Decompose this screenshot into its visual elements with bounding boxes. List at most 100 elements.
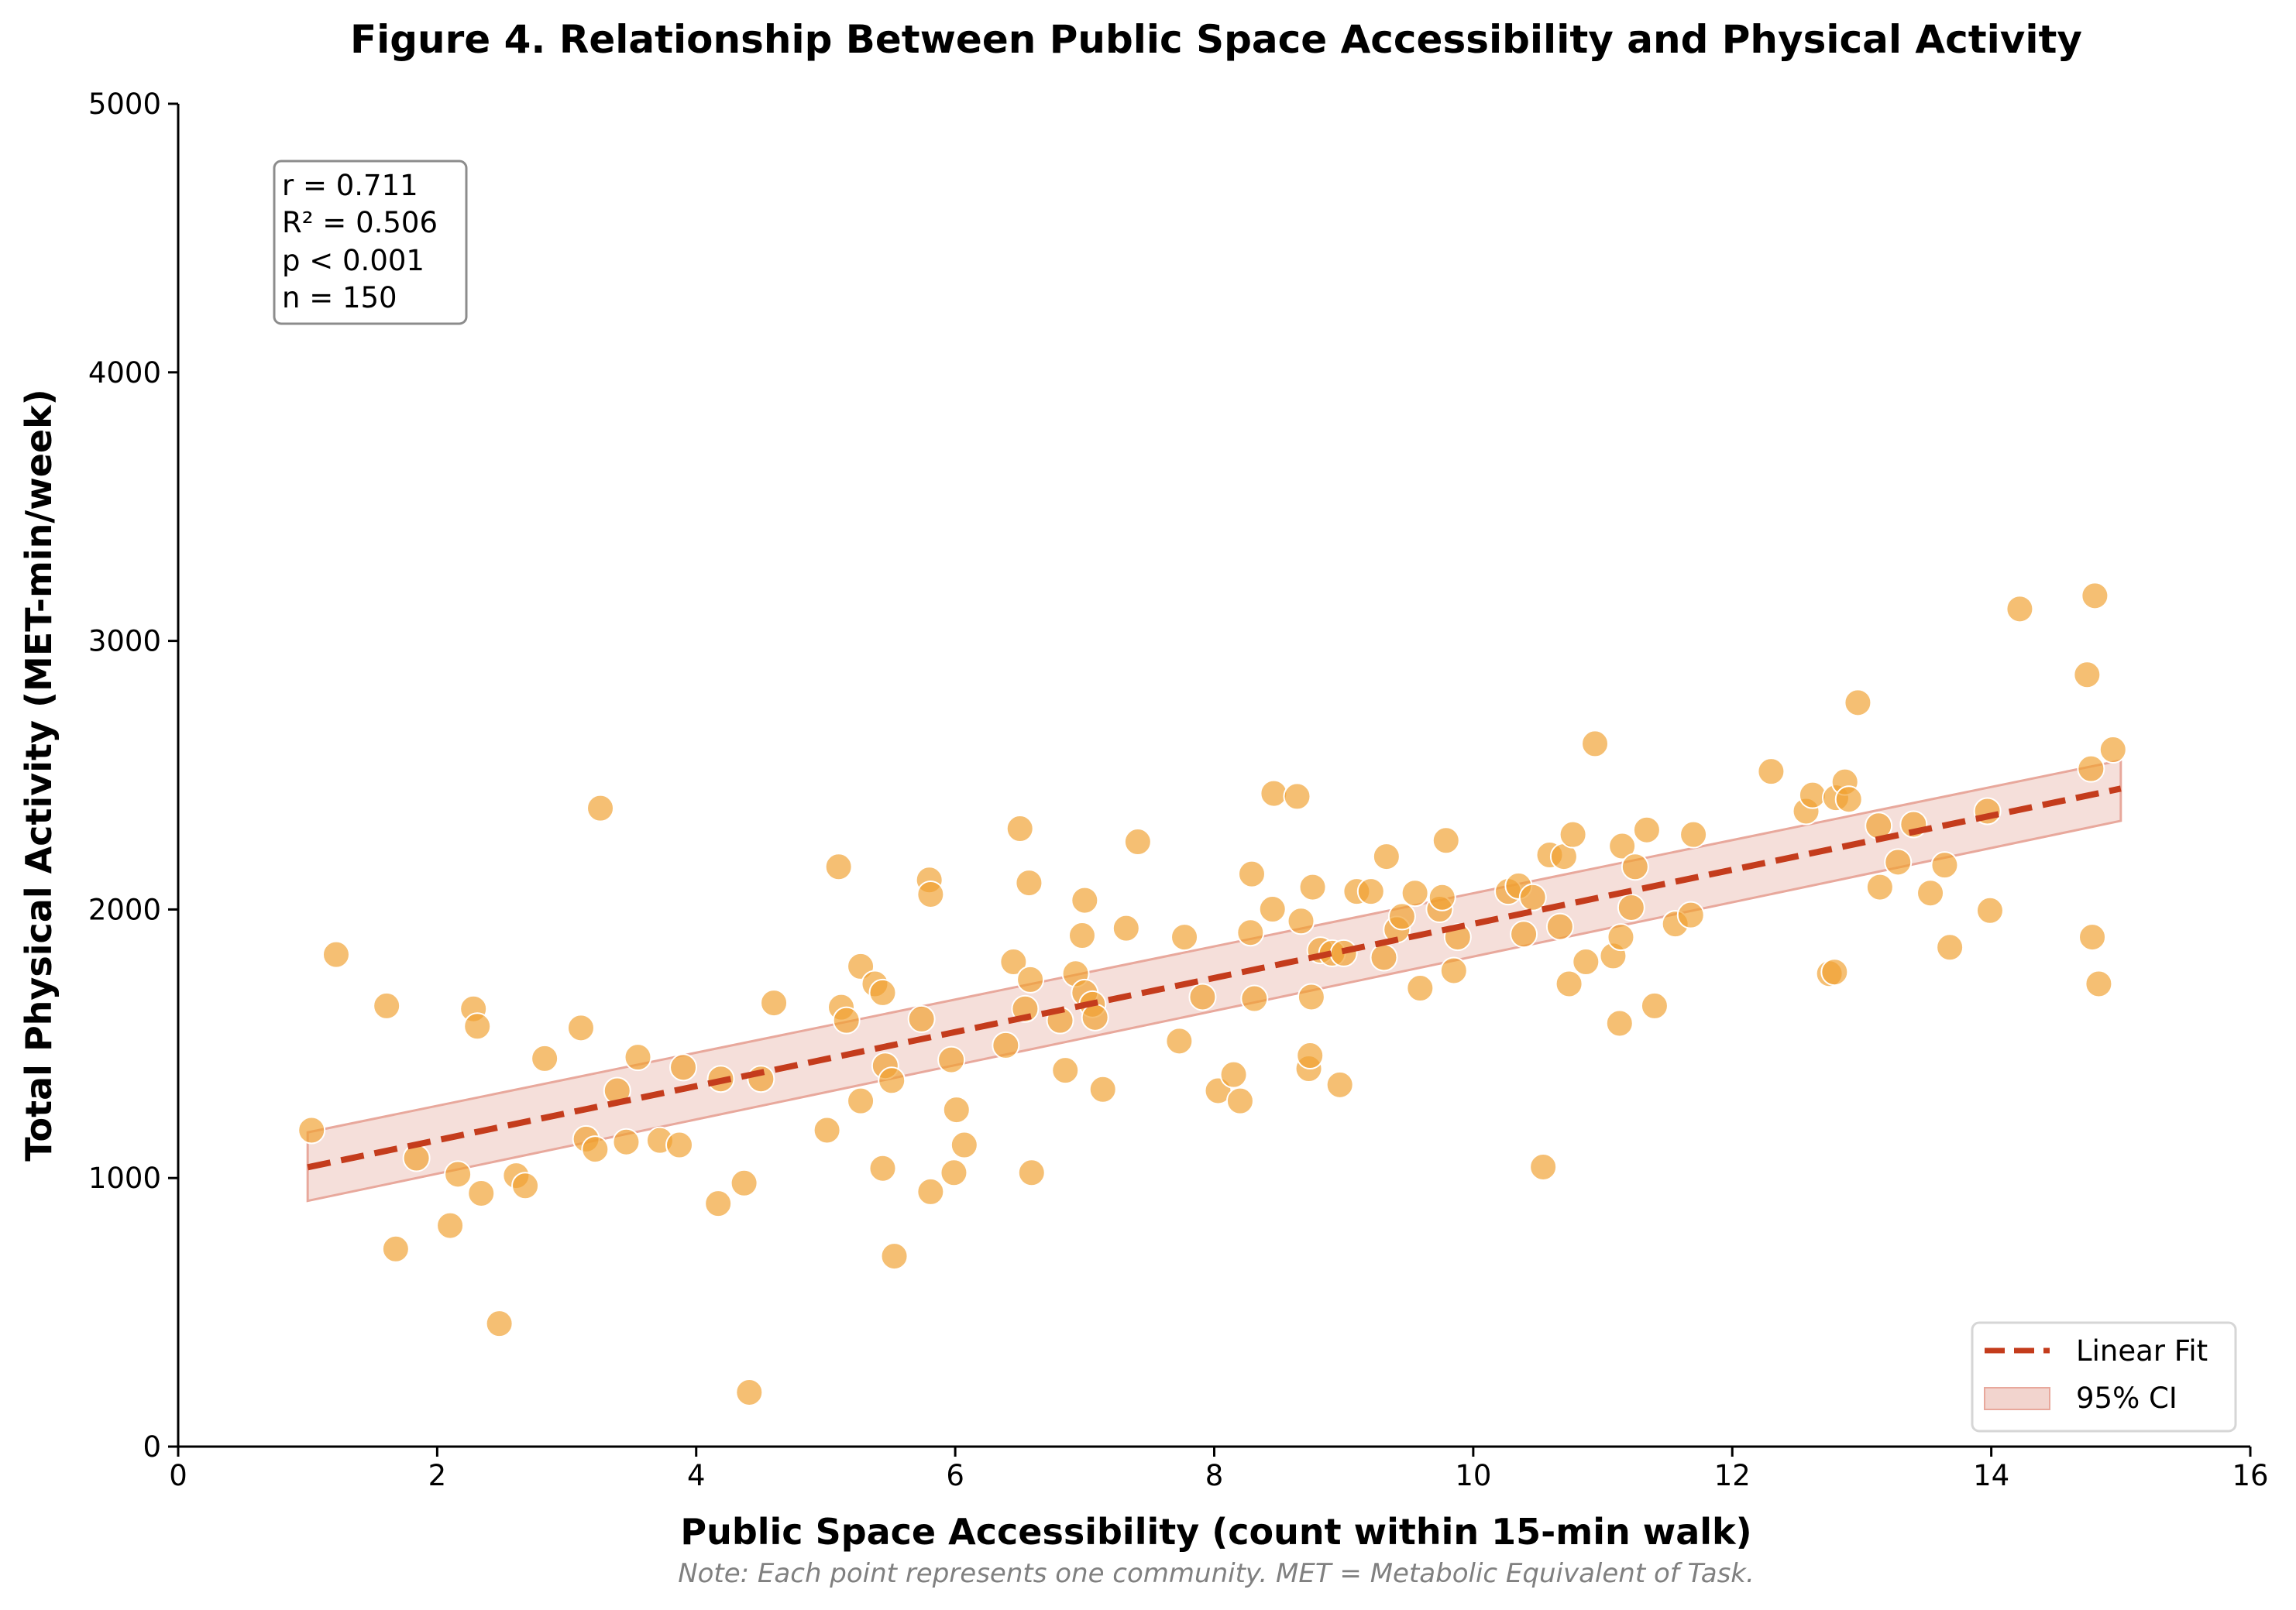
data-point bbox=[999, 948, 1028, 977]
data-point bbox=[624, 1043, 652, 1072]
data-point bbox=[1283, 782, 1311, 811]
x-tick-label: 2 bbox=[428, 1459, 447, 1492]
x-tick-label: 8 bbox=[1205, 1459, 1224, 1492]
data-point bbox=[444, 1160, 473, 1189]
data-point bbox=[1798, 781, 1827, 809]
data-point bbox=[760, 989, 789, 1018]
legend: Linear Fit 95% CI bbox=[1971, 1321, 2237, 1433]
data-point bbox=[586, 794, 615, 822]
data-point bbox=[992, 1031, 1020, 1059]
data-point bbox=[1581, 729, 1610, 758]
fit-line-layer bbox=[307, 785, 2122, 1171]
x-tick-label: 14 bbox=[1973, 1459, 2009, 1492]
data-point bbox=[942, 1096, 971, 1124]
data-point bbox=[880, 1242, 909, 1271]
y-axis-label: Total Physical Activity (MET-min/week) bbox=[18, 389, 60, 1161]
data-point bbox=[1621, 853, 1649, 881]
data-point bbox=[2077, 754, 2105, 783]
data-point bbox=[1916, 879, 1945, 908]
fit-line bbox=[307, 785, 2122, 1171]
data-point bbox=[1225, 1086, 1254, 1115]
data-point bbox=[2073, 661, 2102, 689]
data-point bbox=[1370, 943, 1398, 972]
data-point bbox=[531, 1044, 559, 1073]
data-point bbox=[1258, 895, 1287, 924]
data-point bbox=[1296, 1042, 1325, 1070]
legend-ci-swatch bbox=[1984, 1387, 2050, 1410]
footnote: Note: Each point represents one communit… bbox=[678, 1558, 1755, 1589]
data-point bbox=[878, 1066, 906, 1095]
data-point bbox=[1432, 826, 1460, 855]
data-point bbox=[2098, 736, 2127, 764]
y-tick-label: 3000 bbox=[88, 625, 161, 658]
data-point bbox=[1617, 893, 1645, 922]
data-point bbox=[1632, 815, 1661, 844]
data-point bbox=[1605, 1009, 1634, 1038]
stats-p-value: p < 0.001 bbox=[282, 244, 424, 277]
data-point bbox=[2081, 582, 2109, 610]
data-point bbox=[1170, 923, 1199, 952]
data-point bbox=[665, 1131, 694, 1159]
data-point bbox=[1545, 912, 1574, 941]
data-point bbox=[1188, 983, 1217, 1011]
data-point bbox=[2078, 923, 2107, 952]
data-point bbox=[2085, 970, 2113, 998]
data-point bbox=[916, 1177, 945, 1206]
data-point bbox=[1439, 956, 1468, 985]
data-point bbox=[1165, 1027, 1194, 1056]
data-point bbox=[1607, 923, 1635, 952]
data-point bbox=[1372, 843, 1401, 871]
data-point bbox=[1820, 958, 1849, 987]
data-point bbox=[463, 1012, 492, 1041]
data-point bbox=[1112, 914, 1140, 942]
data-point bbox=[485, 1310, 514, 1338]
data-point bbox=[1608, 832, 1637, 860]
data-point bbox=[1510, 920, 1538, 949]
data-point bbox=[1016, 965, 1045, 994]
data-point bbox=[1015, 869, 1043, 898]
stats-n: n = 150 bbox=[282, 281, 397, 314]
y-tick-label: 4000 bbox=[88, 356, 161, 390]
data-point bbox=[1298, 873, 1327, 901]
y-ticks: 0 1000 2000 3000 4000 5000 bbox=[88, 88, 178, 1464]
data-point bbox=[1236, 918, 1265, 947]
data-point bbox=[1757, 757, 1786, 786]
stats-box: r = 0.711 R² = 0.506 p < 0.001 n = 150 bbox=[273, 160, 468, 325]
y-tick-label: 0 bbox=[143, 1430, 161, 1464]
x-axis-label: Public Space Accessibility (count within… bbox=[680, 1511, 1751, 1553]
data-point bbox=[1975, 896, 2004, 925]
data-point bbox=[916, 880, 945, 908]
data-point bbox=[1401, 879, 1429, 908]
data-point bbox=[832, 1006, 861, 1035]
data-point bbox=[612, 1128, 641, 1156]
data-point bbox=[1071, 886, 1099, 915]
x-tick-label: 16 bbox=[2232, 1459, 2268, 1492]
data-point bbox=[321, 940, 350, 969]
data-point bbox=[813, 1116, 841, 1145]
data-point bbox=[1051, 1056, 1080, 1085]
data-point bbox=[1559, 820, 1587, 849]
stats-box-frame bbox=[273, 160, 468, 325]
data-point bbox=[2006, 595, 2034, 623]
stats-r-squared: R² = 0.506 bbox=[282, 206, 438, 239]
data-point bbox=[1834, 785, 1863, 814]
stats-r: r = 0.711 bbox=[282, 169, 418, 202]
data-point bbox=[1240, 984, 1269, 1013]
data-point bbox=[1679, 820, 1708, 849]
y-tick-label: 1000 bbox=[88, 1162, 161, 1195]
data-point bbox=[1930, 851, 1959, 880]
data-point bbox=[735, 1378, 764, 1406]
data-point bbox=[1936, 933, 1964, 962]
data-point bbox=[566, 1014, 595, 1042]
data-point bbox=[1005, 815, 1034, 843]
data-point bbox=[1572, 948, 1600, 977]
data-point bbox=[1428, 883, 1456, 911]
y-tick-label: 5000 bbox=[88, 88, 161, 121]
data-point bbox=[1088, 1075, 1117, 1104]
data-point bbox=[669, 1053, 698, 1082]
x-tick-label: 12 bbox=[1714, 1459, 1751, 1492]
data-point bbox=[868, 1154, 897, 1183]
data-point bbox=[937, 1045, 966, 1074]
data-point bbox=[1067, 922, 1096, 950]
